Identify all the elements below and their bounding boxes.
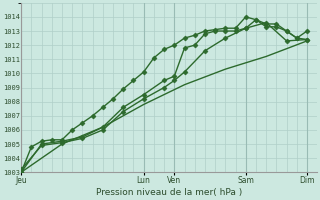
X-axis label: Pression niveau de la mer( hPa ): Pression niveau de la mer( hPa ): [96, 188, 242, 197]
